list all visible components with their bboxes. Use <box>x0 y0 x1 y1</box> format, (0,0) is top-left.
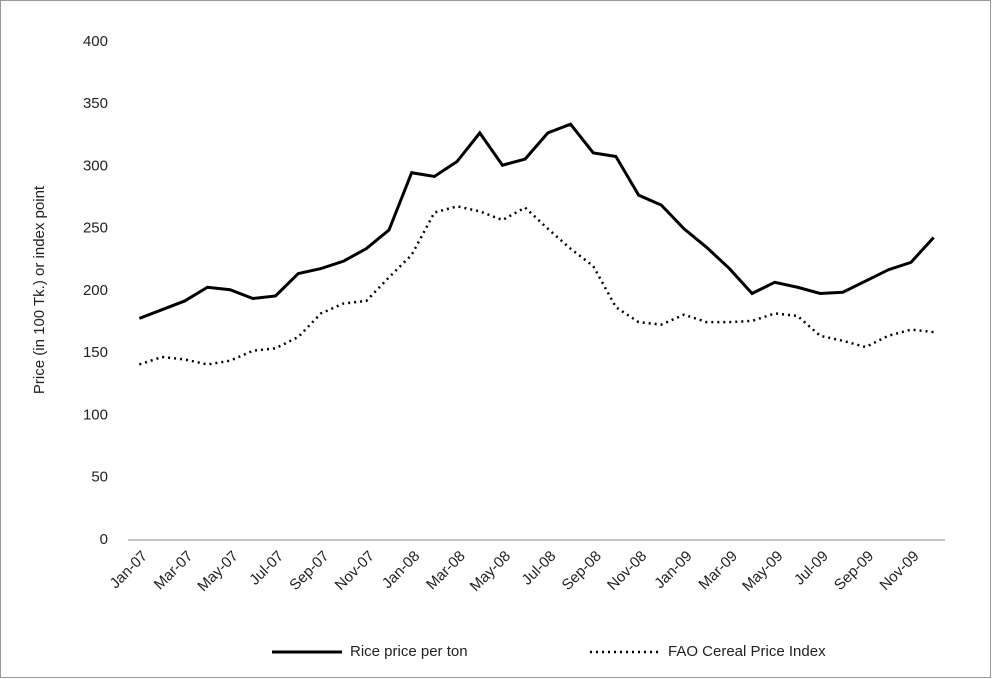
y-tick-label: 200 <box>83 282 108 299</box>
series-line <box>138 122 935 320</box>
legend-label: FAO Cereal Price Index <box>668 643 826 660</box>
y-tick-label: 0 <box>100 531 108 548</box>
y-tick-label: 250 <box>83 220 108 237</box>
y-tick-label: 300 <box>83 157 108 174</box>
y-tick-label: 350 <box>83 95 108 112</box>
y-axis-label: Price (in 100 Tk.) or index point <box>31 185 48 394</box>
legend-label: Rice price per ton <box>350 643 468 660</box>
y-tick-label: 150 <box>83 344 108 361</box>
y-tick-label: 400 <box>83 33 108 50</box>
y-tick-label: 100 <box>83 406 108 423</box>
y-tick-label: 50 <box>91 469 108 486</box>
